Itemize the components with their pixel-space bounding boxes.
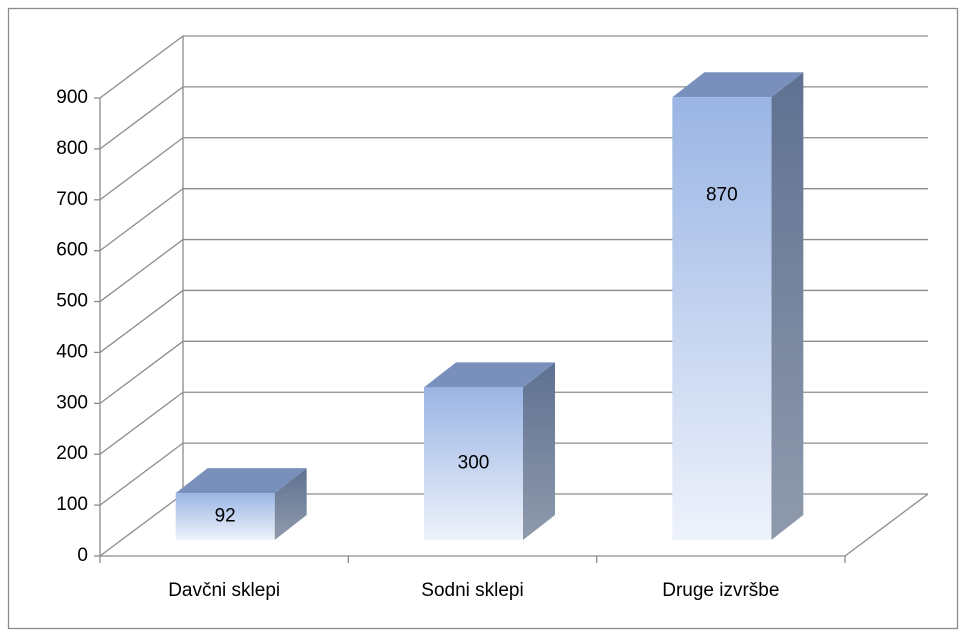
grid-line: [99, 35, 928, 99]
value-label: 870: [706, 184, 738, 205]
value-label: 92: [215, 506, 236, 527]
y-tick-label: 400: [56, 341, 88, 362]
y-tick-label: 700: [56, 189, 88, 210]
x-tick-label: Davčni sklepi: [168, 580, 280, 601]
bar-front: [424, 387, 523, 540]
bar: [175, 468, 307, 540]
y-tick-label: 100: [56, 494, 88, 515]
bar-top: [424, 362, 555, 388]
bar-front: [175, 493, 275, 540]
y-tick-label: 600: [56, 240, 88, 261]
x-tick-label: Druge izvršbe: [662, 580, 779, 601]
y-tick-label: 200: [56, 443, 88, 464]
y-tick-label: 500: [56, 291, 88, 312]
bar: [424, 362, 555, 540]
bar: [672, 72, 804, 541]
bar-front: [672, 97, 772, 541]
y-tick-label: 300: [56, 392, 88, 413]
bar-top: [175, 468, 307, 494]
bar-side: [523, 362, 555, 540]
grid-line: [99, 86, 928, 150]
y-tick-label: 900: [56, 87, 88, 108]
bar-side: [771, 72, 804, 541]
value-label: 300: [458, 453, 490, 474]
bar-side: [274, 468, 307, 540]
y-tick-label: 0: [77, 545, 88, 566]
x-tick-label: Sodni sklepi: [421, 580, 523, 601]
bar-top: [672, 72, 804, 98]
y-tick-label: 800: [56, 138, 88, 159]
